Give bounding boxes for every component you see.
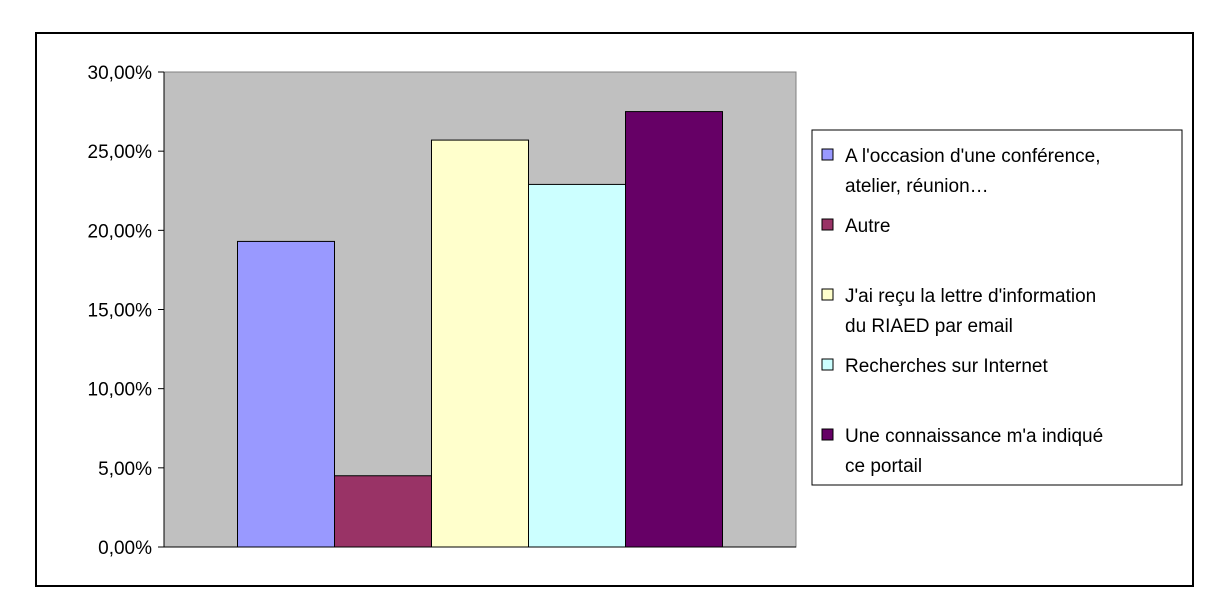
legend-box bbox=[811, 129, 1183, 486]
legend-label: J'ai reçu la lettre d'information bbox=[845, 286, 1096, 307]
legend-label: Recherches sur Internet bbox=[845, 356, 1048, 377]
bar bbox=[334, 475, 432, 548]
legend-swatch bbox=[821, 288, 834, 301]
legend-label: Autre bbox=[845, 216, 890, 237]
legend-swatch bbox=[821, 218, 834, 231]
y-tick-label: 30,00% bbox=[88, 63, 153, 84]
bar bbox=[237, 240, 335, 548]
legend-swatch bbox=[821, 148, 834, 161]
legend-label: A l'occasion d'une conférence, bbox=[845, 146, 1100, 167]
legend-label: Une connaissance m'a indiqué bbox=[845, 426, 1103, 447]
y-tick-label: 0,00% bbox=[98, 538, 152, 559]
legend-label: ce portail bbox=[845, 456, 922, 477]
legend: A l'occasion d'une conférence, atelier, r… bbox=[811, 129, 1183, 486]
y-tick-label: 20,00% bbox=[88, 221, 153, 242]
y-axis: 0,00% 5,00% 10,00% 15,00% 20,00% 25,00% 30,00% bbox=[88, 63, 796, 559]
bar bbox=[625, 111, 723, 548]
legend-swatch bbox=[821, 428, 834, 441]
legend-label: atelier, réunion… bbox=[845, 176, 989, 197]
legend-swatch bbox=[821, 358, 834, 371]
legend-label: du RIAED par email bbox=[845, 316, 1013, 337]
bar bbox=[528, 183, 626, 548]
bars-group bbox=[237, 111, 723, 548]
bar bbox=[431, 139, 529, 548]
y-tick-label: 25,00% bbox=[88, 142, 153, 163]
y-tick-label: 10,00% bbox=[88, 380, 153, 401]
y-tick-label: 5,00% bbox=[98, 459, 152, 480]
y-tick-label: 15,00% bbox=[88, 301, 153, 322]
